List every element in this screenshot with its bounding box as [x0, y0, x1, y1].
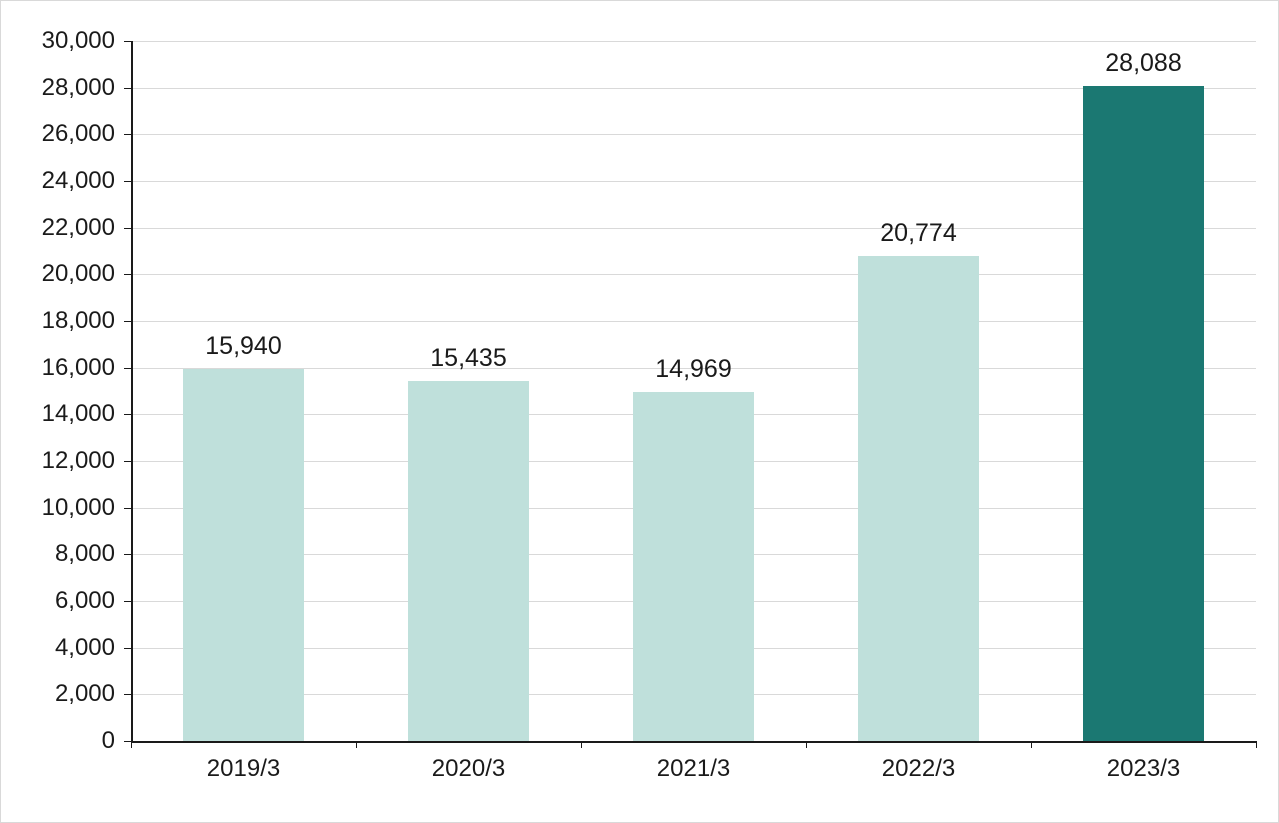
bar-value-label: 14,969: [655, 355, 731, 384]
y-tick-label: 2,000: [55, 680, 115, 708]
y-tick-label: 16,000: [42, 354, 115, 382]
bar: [183, 369, 305, 741]
y-tick-label: 24,000: [42, 167, 115, 195]
y-tick-mark: [124, 508, 131, 509]
y-tick-label: 10,000: [42, 494, 115, 522]
gridline: [131, 41, 1256, 42]
y-tick-label: 12,000: [42, 447, 115, 475]
y-tick-mark: [124, 648, 131, 649]
y-tick-label: 8,000: [55, 540, 115, 568]
y-tick-mark: [124, 368, 131, 369]
bar: [1083, 86, 1205, 741]
y-tick-mark: [124, 274, 131, 275]
y-tick-mark: [124, 181, 131, 182]
y-tick-mark: [124, 414, 131, 415]
x-tick-label: 2023/3: [1107, 755, 1180, 783]
x-tick-label: 2020/3: [432, 755, 505, 783]
x-tick-mark: [806, 741, 807, 748]
x-tick-label: 2022/3: [882, 755, 955, 783]
bar-value-label: 15,435: [430, 344, 506, 373]
x-axis-line: [131, 741, 1256, 743]
y-tick-mark: [124, 601, 131, 602]
x-tick-mark: [1256, 741, 1257, 748]
y-tick-mark: [124, 134, 131, 135]
y-tick-label: 20,000: [42, 260, 115, 288]
bar: [408, 381, 530, 741]
y-tick-mark: [124, 228, 131, 229]
x-tick-label: 2019/3: [207, 755, 280, 783]
bar: [633, 392, 755, 741]
y-tick-label: 30,000: [42, 27, 115, 55]
y-tick-label: 14,000: [42, 400, 115, 428]
x-tick-mark: [131, 741, 132, 748]
bar-value-label: 28,088: [1105, 49, 1181, 78]
y-tick-mark: [124, 554, 131, 555]
y-tick-label: 26,000: [42, 120, 115, 148]
x-tick-mark: [356, 741, 357, 748]
y-tick-mark: [124, 461, 131, 462]
y-tick-label: 0: [102, 727, 115, 755]
y-tick-label: 18,000: [42, 307, 115, 335]
x-tick-mark: [581, 741, 582, 748]
y-tick-mark: [124, 88, 131, 89]
y-tick-mark: [124, 41, 131, 42]
y-tick-label: 22,000: [42, 214, 115, 242]
y-tick-label: 6,000: [55, 587, 115, 615]
plot-area: 15,940 15,435 14,969 20,774 28,088: [131, 41, 1256, 741]
y-tick-label: 4,000: [55, 634, 115, 662]
y-tick-mark: [124, 694, 131, 695]
bar: [858, 256, 980, 741]
bar-value-label: 20,774: [880, 219, 956, 248]
y-tick-mark: [124, 321, 131, 322]
x-tick-label: 2021/3: [657, 755, 730, 783]
chart-frame: 15,940 15,435 14,969 20,774 28,088 0 2,000 4,0…: [0, 0, 1279, 823]
y-tick-mark: [124, 741, 131, 742]
bar-value-label: 15,940: [205, 332, 281, 361]
y-axis-line: [131, 41, 133, 741]
x-tick-mark: [1031, 741, 1032, 748]
y-tick-label: 28,000: [42, 74, 115, 102]
